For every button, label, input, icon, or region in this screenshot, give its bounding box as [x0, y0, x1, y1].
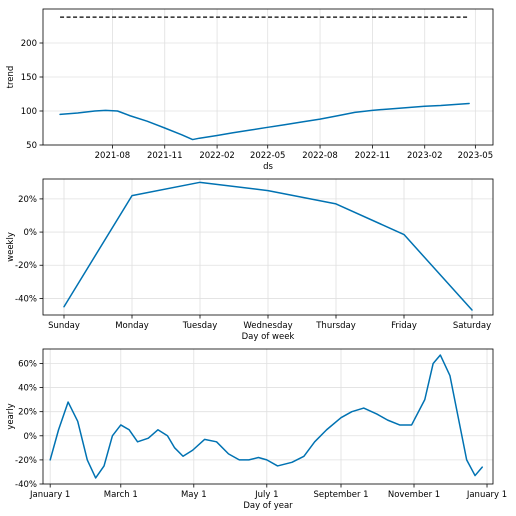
plot-frame	[42, 178, 494, 316]
y-tick-label: 40%	[18, 384, 37, 394]
x-tick-label: Friday	[391, 321, 417, 331]
x-tick-label: January 1	[466, 490, 507, 500]
panel-2: Sunday Monday Tuesday Wednesday Thursday Frid…	[6, 178, 494, 342]
y-tick-label: 20%	[18, 195, 37, 205]
x-tick-label: May 1	[181, 490, 207, 500]
x-tick-label: 2022-05	[250, 151, 286, 161]
series-line	[49, 354, 483, 479]
y-tick-label: -20%	[15, 261, 37, 271]
y-tick-label: 0%	[24, 228, 38, 238]
y-tick-label: 200	[21, 39, 37, 49]
x-tick-label: Sunday	[48, 321, 80, 331]
series-line	[63, 181, 473, 311]
y-tick-label: 150	[21, 73, 37, 83]
x-axis-label: ds	[263, 162, 273, 172]
y-tick-label: -40%	[15, 294, 37, 304]
x-tick-label: 2021-11	[147, 151, 183, 161]
x-tick-label: November 1	[388, 490, 440, 500]
x-tick-label: 2022-02	[199, 151, 235, 161]
x-tick-label: 2023-02	[407, 151, 443, 161]
panel-3: January 1 March 1 May 1 July 1 September 1 No…	[6, 348, 507, 511]
x-tick-label: Thursday	[315, 321, 356, 331]
x-tick-label: 2021-08	[95, 151, 131, 161]
plot-frame	[42, 8, 494, 146]
x-tick-label: Tuesday	[182, 321, 218, 331]
y-tick-label: 50	[26, 141, 37, 151]
x-tick-label: 2022-11	[355, 151, 391, 161]
y-tick-label: -20%	[15, 456, 37, 466]
y-axis-label: yearly	[6, 403, 16, 429]
x-tick-label: January 1	[29, 490, 70, 500]
x-tick-label: Monday	[115, 321, 149, 331]
series-line	[59, 102, 470, 141]
x-axis-label: Day of year	[243, 501, 293, 511]
x-tick-label: Wednesday	[243, 321, 292, 331]
x-tick-label: 2023-05	[458, 151, 494, 161]
y-axis-label: trend	[6, 66, 16, 89]
y-tick-label: 60%	[18, 359, 37, 369]
x-tick-label: September 1	[313, 490, 368, 500]
y-tick-label: -40%	[15, 480, 37, 490]
y-axis-label: weekly	[6, 232, 16, 262]
y-tick-label: 100	[21, 107, 37, 117]
y-tick-label: 0%	[24, 432, 38, 442]
plot-frame	[42, 348, 494, 485]
x-axis-label: Day of week	[242, 332, 295, 342]
panel-1: 2021-08 2021-11 2022-02 2022-05 2022-08 2022-…	[6, 8, 494, 172]
x-tick-label: July 1	[254, 490, 278, 500]
x-tick-label: Saturday	[453, 321, 491, 331]
x-tick-label: 2022-08	[302, 151, 338, 161]
x-tick-label: March 1	[104, 490, 138, 500]
y-tick-label: 20%	[18, 408, 37, 418]
